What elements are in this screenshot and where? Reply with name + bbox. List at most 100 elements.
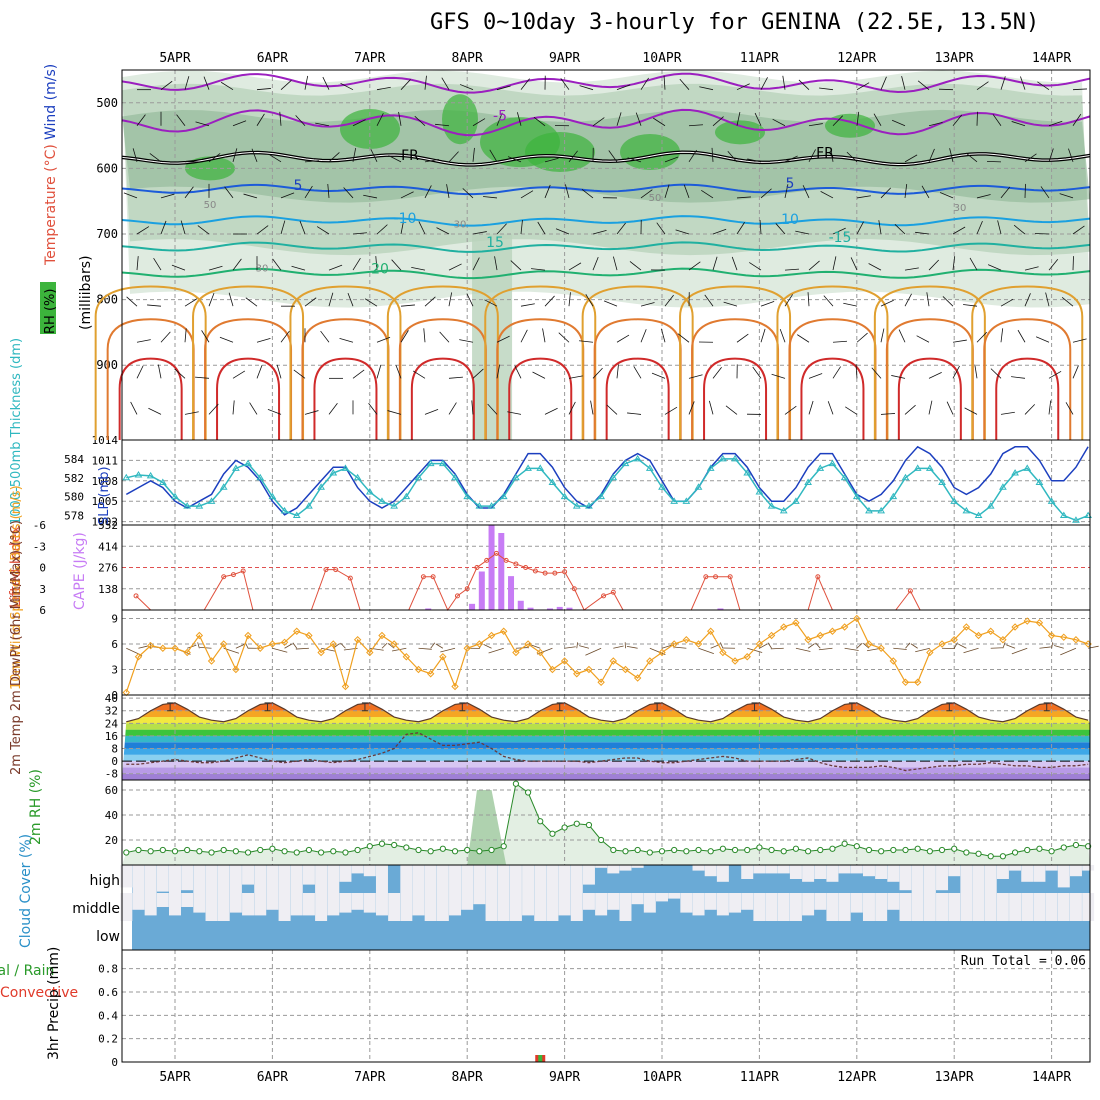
wind-barb	[568, 375, 583, 379]
wind-barb	[736, 111, 741, 126]
wind-barb	[126, 296, 138, 307]
wind-barb	[352, 119, 366, 127]
cloud-bar-high	[156, 865, 169, 892]
wind-barb	[424, 75, 427, 90]
wind10-point	[280, 638, 289, 647]
wind-barb	[132, 148, 138, 162]
wind-barb	[660, 328, 666, 343]
cloud-bar-middle	[875, 893, 888, 921]
wind-barb	[1024, 153, 1037, 163]
wind-barb	[220, 81, 234, 91]
cloud-bar-middle	[229, 893, 242, 913]
contour-label: 5	[294, 178, 303, 194]
rh2m-point	[159, 846, 166, 854]
temp-minmax-bar	[167, 702, 174, 712]
wind-barb	[712, 116, 724, 127]
wind10-point	[439, 653, 447, 661]
cloud-bar-high	[193, 865, 206, 893]
wind-barb	[472, 118, 486, 127]
wind-barb	[232, 400, 235, 415]
wind-barb	[398, 111, 402, 126]
wind-barb	[808, 149, 816, 163]
rh2m-point	[171, 848, 179, 855]
wind10-barb	[1002, 642, 1006, 649]
li-point	[347, 575, 353, 581]
li-point	[430, 574, 436, 580]
wind-barb	[153, 258, 162, 271]
wind10-barb	[698, 647, 714, 654]
wind-barb	[364, 298, 378, 307]
cape-bar	[425, 608, 432, 610]
wind10-barb	[536, 647, 553, 655]
cloud-bar-middle	[789, 893, 802, 921]
wind10-barb	[1060, 647, 1077, 656]
thickness-point	[134, 470, 143, 478]
wind-barb	[136, 226, 150, 235]
rh2m-point	[622, 848, 629, 855]
wind10-point	[719, 648, 727, 657]
wind-barb	[496, 223, 507, 235]
wind-barb	[808, 400, 814, 415]
wind10-barb	[1039, 646, 1051, 649]
boundary-layer-contour	[776, 285, 889, 440]
li-point	[552, 570, 558, 576]
boundary-layer-contour	[995, 357, 1060, 440]
date-label-bottom: 14APR	[1032, 1070, 1071, 1085]
wind-barb	[688, 401, 695, 415]
wind-barb	[400, 330, 409, 343]
wind-barb	[928, 148, 935, 163]
wind10-point	[305, 631, 313, 640]
wind-barb	[974, 364, 978, 379]
cloud-bar-middle	[607, 893, 620, 910]
wind-barb	[136, 256, 139, 271]
cloud-bar-middle	[899, 893, 912, 921]
wind-barb	[915, 231, 930, 235]
rh2m-point	[305, 846, 313, 854]
cloud-bar-middle	[181, 893, 194, 907]
boundary-layer-contour	[508, 357, 573, 440]
wind-barb	[195, 121, 210, 127]
isotherm-minus5	[121, 108, 1091, 137]
wind-barb	[606, 404, 618, 415]
wind10-point	[987, 627, 995, 635]
wind-barb	[448, 263, 462, 271]
precip-legend-total: tal / Rain	[0, 963, 54, 979]
rh2m-line	[126, 782, 1089, 857]
wind-barb	[387, 410, 402, 415]
wind-barb	[532, 371, 546, 379]
temp-minmax-bar	[556, 702, 563, 712]
thickness-point	[682, 497, 691, 504]
wind-barb	[471, 400, 474, 415]
rh2m-point	[451, 848, 459, 855]
li-point	[420, 574, 426, 580]
thickness-point	[706, 464, 715, 471]
boundary-layer-contour	[800, 357, 865, 440]
cloud-bar-high	[229, 865, 242, 893]
cloud-bar-middle	[972, 893, 985, 921]
wind-barb	[276, 364, 282, 379]
wind-barb	[560, 78, 570, 90]
slp-tick: 1011	[92, 454, 119, 467]
wind-barb	[939, 192, 954, 199]
wind10-barb	[893, 647, 907, 650]
wind-barb	[520, 220, 523, 235]
contour-label: FR	[816, 145, 834, 161]
cloud-bar-high	[327, 865, 340, 893]
temp-band	[122, 767, 1090, 774]
wind10-barb	[576, 642, 579, 649]
thickness-point	[512, 473, 520, 481]
cloud-bar-middle	[278, 893, 291, 921]
wind-barb	[1000, 186, 1011, 199]
li-point	[323, 567, 329, 573]
precip-tick: 0	[111, 1056, 118, 1069]
wind10-point	[597, 678, 605, 686]
wind-barb	[608, 150, 618, 163]
rh2m-point	[391, 841, 398, 849]
wind10-point	[159, 644, 167, 652]
wind-barb	[395, 365, 402, 379]
wind-barb	[873, 113, 882, 126]
date-label-bottom: 7APR	[354, 1070, 385, 1085]
wind-barb	[664, 406, 678, 415]
precip-bar-total	[538, 1055, 543, 1062]
wind-barb	[832, 340, 847, 343]
